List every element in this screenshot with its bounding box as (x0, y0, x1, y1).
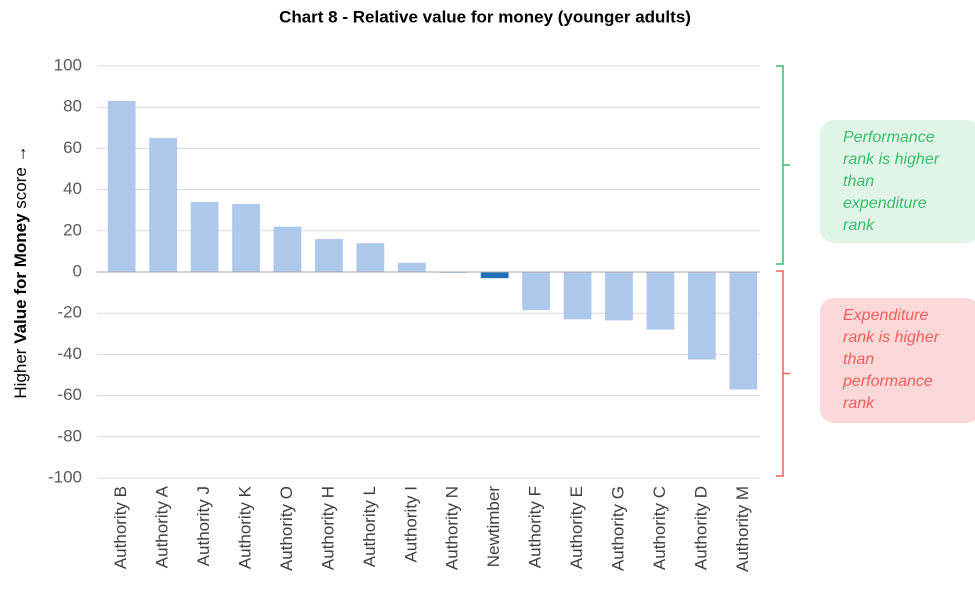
y-tick-label: 100 (54, 55, 82, 74)
bracket (776, 270, 790, 477)
callout-text: than (843, 173, 874, 190)
bracket (776, 65, 790, 265)
y-tick-label: 20 (63, 220, 82, 239)
x-tick-label: Authority A (153, 485, 172, 568)
x-tick-label: Authority M (733, 486, 752, 572)
bar (522, 272, 550, 311)
y-axis-label: Higher Value for Money score → (11, 145, 30, 398)
y-tick-label: -80 (57, 426, 82, 445)
x-tick-label: Authority K (236, 485, 255, 569)
bar (605, 272, 633, 321)
x-tick-label: Authority B (111, 486, 130, 569)
bar (356, 243, 385, 272)
y-tick-label: 40 (63, 179, 82, 198)
bar (646, 272, 675, 330)
y-tick-label: -40 (57, 344, 82, 363)
chart-title: Chart 8 - Relative value for money (youn… (279, 7, 691, 26)
y-tick-label: 0 (73, 261, 82, 280)
x-tick-label: Authority I (401, 486, 420, 563)
bar (107, 101, 136, 273)
bar (190, 201, 219, 272)
callout-text: Expenditure (843, 307, 928, 324)
bar (729, 272, 758, 390)
bar (397, 262, 426, 272)
callout-text: Performance (843, 129, 935, 146)
y-tick-label: 80 (63, 97, 82, 116)
x-tick-label: Authority H (318, 486, 337, 570)
bar (149, 138, 178, 272)
bar (232, 204, 260, 272)
bar (439, 272, 468, 274)
y-label-part: Higher (11, 344, 30, 399)
callout-text: rank is higher (843, 329, 940, 346)
callout-text: rank is higher (843, 151, 940, 168)
bar (480, 272, 509, 279)
callout-box (820, 120, 975, 243)
x-tick-label: Newtimber (484, 486, 503, 568)
x-tick-label: Authority E (567, 486, 586, 569)
bar (315, 239, 343, 272)
x-tick-label: Authority F (526, 486, 545, 568)
y-tick-label: 60 (63, 138, 82, 157)
y-tick-label: -20 (57, 303, 82, 322)
x-tick-label: Authority J (194, 486, 213, 566)
x-tick-label: Authority N (443, 486, 462, 570)
y-label-part: score → (11, 145, 30, 213)
callout-text: performance (842, 373, 933, 390)
y-label-part: Value for Money (11, 213, 30, 344)
bar (563, 272, 592, 320)
callout-box (820, 298, 975, 423)
y-tick-label: -60 (57, 385, 82, 404)
x-tick-label: Authority C (650, 486, 669, 570)
x-tick-label: Authority L (360, 486, 379, 567)
x-tick-label: Authority D (691, 486, 710, 570)
bar (687, 272, 716, 360)
x-tick-label: Authority O (277, 486, 296, 571)
callout-text: expenditure (843, 195, 927, 212)
bar (273, 226, 302, 272)
callout-text: rank (843, 217, 875, 234)
y-tick-label: -100 (48, 467, 82, 486)
callout-text: rank (843, 395, 875, 412)
x-tick-label: Authority G (608, 486, 627, 571)
callout-text: than (843, 351, 874, 368)
